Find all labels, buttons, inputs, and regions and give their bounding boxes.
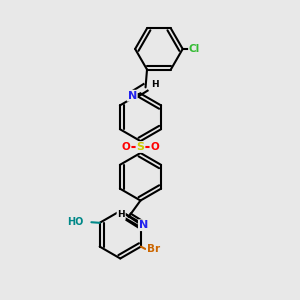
Text: Cl: Cl bbox=[189, 44, 200, 54]
Text: HO: HO bbox=[67, 217, 83, 227]
Text: H: H bbox=[117, 210, 125, 219]
Text: O: O bbox=[122, 142, 130, 152]
Text: H: H bbox=[151, 80, 158, 89]
Text: N: N bbox=[128, 91, 137, 101]
Text: Br: Br bbox=[147, 244, 160, 254]
Text: O: O bbox=[150, 142, 159, 152]
Text: S: S bbox=[136, 142, 145, 152]
Text: N: N bbox=[139, 220, 148, 230]
